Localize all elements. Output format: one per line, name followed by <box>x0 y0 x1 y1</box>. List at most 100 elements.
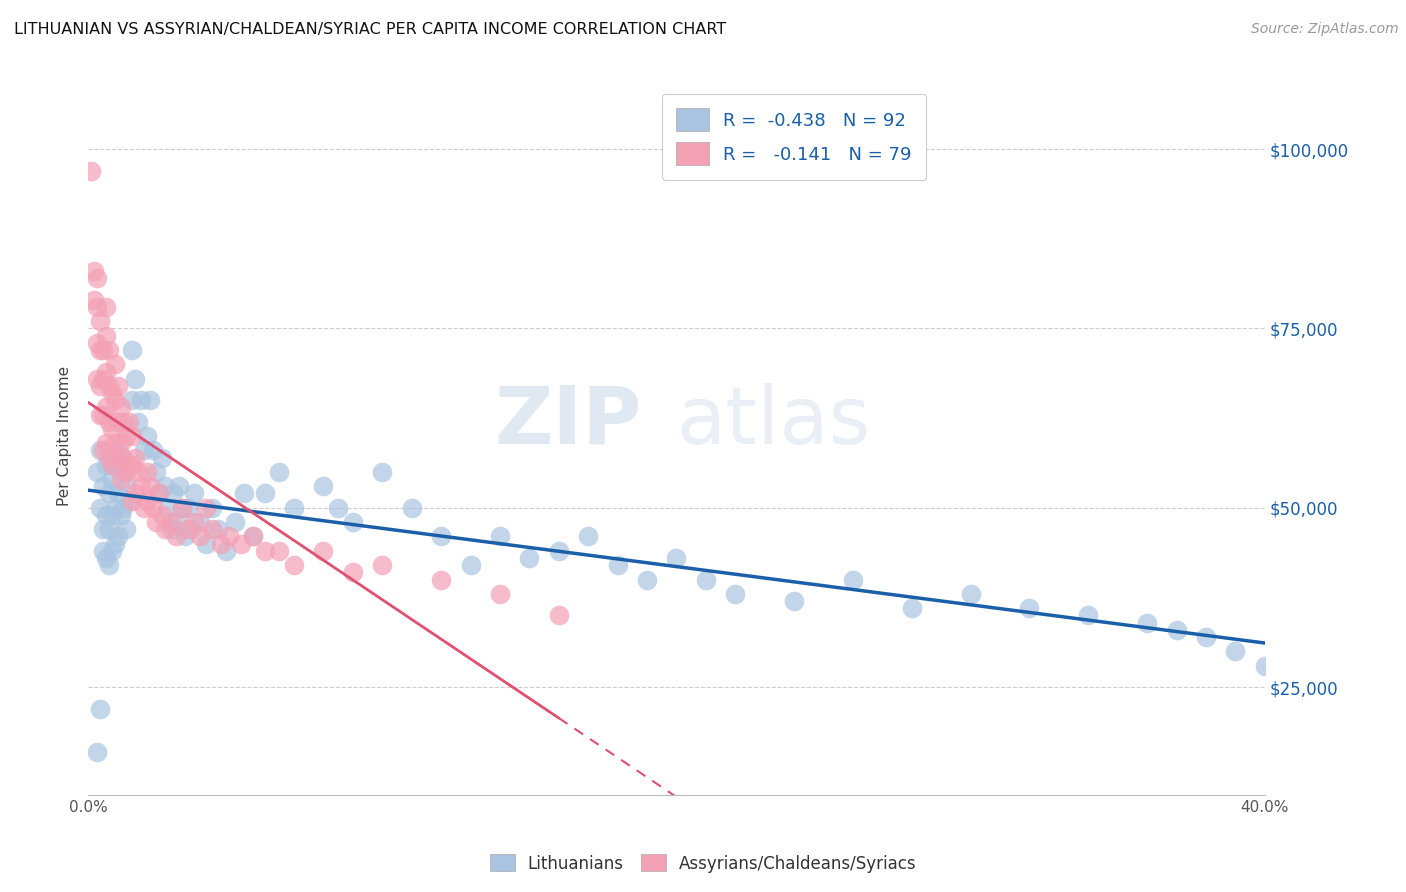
Point <box>118 415 141 429</box>
Point <box>94 458 117 472</box>
Point <box>606 558 628 573</box>
Point <box>136 429 159 443</box>
Point <box>107 443 129 458</box>
Point <box>94 551 117 566</box>
Point <box>156 500 179 515</box>
Point <box>1225 644 1247 658</box>
Point <box>107 529 129 543</box>
Point <box>86 372 108 386</box>
Point <box>89 314 111 328</box>
Point <box>576 529 599 543</box>
Point <box>183 515 205 529</box>
Point <box>162 486 184 500</box>
Point <box>489 587 512 601</box>
Point <box>118 458 141 472</box>
Point <box>783 594 806 608</box>
Point <box>115 429 138 443</box>
Point <box>80 163 103 178</box>
Point <box>283 500 305 515</box>
Point <box>172 500 194 515</box>
Point <box>253 544 276 558</box>
Point <box>150 508 173 522</box>
Point <box>110 436 132 450</box>
Point <box>110 472 132 486</box>
Point <box>91 544 114 558</box>
Point <box>91 522 114 536</box>
Point <box>636 573 658 587</box>
Point <box>89 500 111 515</box>
Point <box>100 386 122 401</box>
Point <box>91 343 114 357</box>
Point <box>89 343 111 357</box>
Point <box>112 450 135 465</box>
Point <box>121 393 143 408</box>
Point <box>91 408 114 422</box>
Point <box>121 429 143 443</box>
Point <box>86 335 108 350</box>
Point <box>242 529 264 543</box>
Point <box>97 343 120 357</box>
Point <box>253 486 276 500</box>
Point <box>136 465 159 479</box>
Point <box>107 450 129 465</box>
Point <box>1195 630 1218 644</box>
Point <box>489 529 512 543</box>
Point <box>121 493 143 508</box>
Point <box>153 522 176 536</box>
Point <box>148 486 170 500</box>
Point <box>342 566 364 580</box>
Point <box>97 522 120 536</box>
Point <box>177 500 200 515</box>
Point <box>194 536 217 550</box>
Point <box>150 450 173 465</box>
Point <box>165 515 187 529</box>
Legend: R =  -0.438   N = 92, R =   -0.141   N = 79: R = -0.438 N = 92, R = -0.141 N = 79 <box>662 94 927 180</box>
Point <box>430 573 453 587</box>
Point <box>86 271 108 285</box>
Point <box>519 551 541 566</box>
Point <box>269 465 291 479</box>
Point <box>112 500 135 515</box>
Point <box>97 379 120 393</box>
Text: Source: ZipAtlas.com: Source: ZipAtlas.com <box>1251 22 1399 37</box>
Point <box>100 458 122 472</box>
Point <box>242 529 264 543</box>
Y-axis label: Per Capita Income: Per Capita Income <box>58 366 72 506</box>
Point <box>136 493 159 508</box>
Point <box>207 522 229 536</box>
Point <box>312 544 335 558</box>
Point <box>104 357 127 371</box>
Legend: Lithuanians, Assyrians/Chaldeans/Syriacs: Lithuanians, Assyrians/Chaldeans/Syriacs <box>482 847 924 880</box>
Point <box>83 264 105 278</box>
Point <box>104 536 127 550</box>
Point <box>115 522 138 536</box>
Point <box>1077 608 1099 623</box>
Point <box>100 544 122 558</box>
Point <box>118 493 141 508</box>
Text: ZIP: ZIP <box>494 383 641 461</box>
Point <box>209 536 232 550</box>
Point <box>132 500 155 515</box>
Text: LITHUANIAN VS ASSYRIAN/CHALDEAN/SYRIAC PER CAPITA INCOME CORRELATION CHART: LITHUANIAN VS ASSYRIAN/CHALDEAN/SYRIAC P… <box>14 22 727 37</box>
Point <box>312 479 335 493</box>
Point <box>110 465 132 479</box>
Point <box>180 522 202 536</box>
Point <box>194 500 217 515</box>
Point <box>127 465 149 479</box>
Point <box>371 465 394 479</box>
Point <box>94 364 117 378</box>
Point <box>94 508 117 522</box>
Point <box>115 465 138 479</box>
Point <box>842 573 865 587</box>
Point <box>328 500 350 515</box>
Point <box>201 522 224 536</box>
Point <box>104 436 127 450</box>
Point <box>124 372 146 386</box>
Point <box>547 608 569 623</box>
Point <box>901 601 924 615</box>
Point <box>174 529 197 543</box>
Point <box>121 343 143 357</box>
Point <box>107 486 129 500</box>
Point <box>172 500 194 515</box>
Point <box>121 458 143 472</box>
